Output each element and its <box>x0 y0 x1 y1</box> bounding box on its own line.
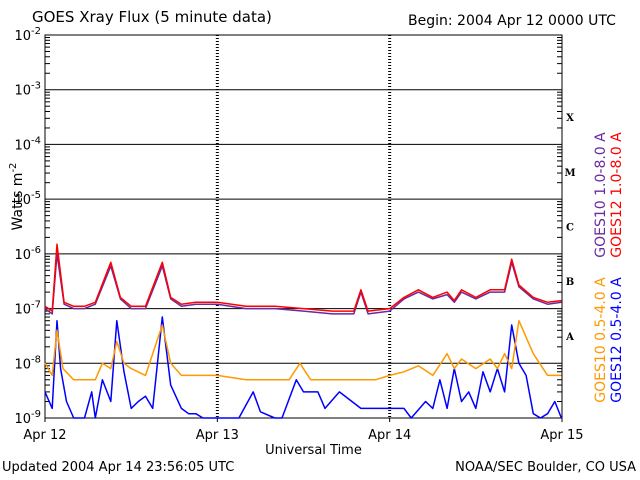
flare-class-label: A <box>565 332 574 343</box>
flare-class-label: B <box>566 277 574 288</box>
flare-class-label: X <box>566 113 574 124</box>
y-tick-base: 10 <box>14 193 31 208</box>
y-tick-label: 10-4 <box>14 135 41 153</box>
x-tick-label: Apr 14 <box>368 428 411 443</box>
y-tick-base: 10 <box>14 248 31 263</box>
y-tick-exponent: -6 <box>31 245 41 256</box>
chart-title: GOES Xray Flux (5 minute data) <box>32 8 272 26</box>
y-tick-exponent: -5 <box>31 190 41 201</box>
updated-timestamp: Updated 2004 Apr 14 23:56:05 UTC <box>2 460 235 475</box>
source-credit: NOAA/SEC Boulder, CO USA <box>455 460 636 475</box>
series-line-1 <box>44 316 563 419</box>
x-tick-label: Apr 13 <box>196 428 239 443</box>
y-axis-title: Watts m-2 <box>8 163 26 231</box>
y-tick-base: 10 <box>14 412 31 427</box>
y-tick-exponent: -2 <box>31 26 41 37</box>
y-tick-label: 10-7 <box>14 300 41 318</box>
y-tick-exponent: -8 <box>31 354 41 365</box>
legend-entry: GOES10 1.0-8.0 A <box>593 132 609 258</box>
y-tick-exponent: -3 <box>31 81 41 92</box>
legend-entry: GOES12 1.0-8.0 A <box>609 132 625 258</box>
begin-date: Begin: 2004 Apr 12 0000 UTC <box>408 13 616 29</box>
plot-frame <box>44 34 563 419</box>
y-tick-label: 10-9 <box>14 409 41 427</box>
x-tick-label: Apr 12 <box>23 428 66 443</box>
y-tick-base: 10 <box>14 84 31 99</box>
series-line-3 <box>44 253 562 315</box>
x-tick-label: Apr 15 <box>540 428 583 443</box>
y-tick-base: 10 <box>14 29 31 44</box>
y-tick-label: 10-6 <box>14 245 41 263</box>
y-tick-base: 10 <box>14 303 31 318</box>
series-line-4 <box>44 243 562 312</box>
y-axis-title-exponent: -2 <box>8 163 19 173</box>
flare-class-label: M <box>564 168 575 179</box>
y-tick-base: 10 <box>14 357 31 372</box>
y-tick-label: 10-8 <box>14 354 41 372</box>
y-tick-label: 10-5 <box>14 190 41 208</box>
flare-class-label: C <box>566 223 574 234</box>
y-tick-exponent: -4 <box>31 135 41 146</box>
y-tick-exponent: -7 <box>31 300 41 311</box>
y-axis-title-main: Watts m <box>10 173 26 231</box>
series-line-2 <box>44 319 562 381</box>
y-tick-label: 10-2 <box>14 26 41 44</box>
y-tick-exponent: -9 <box>31 409 41 420</box>
y-tick-base: 10 <box>14 138 31 153</box>
x-axis-title: Universal Time <box>265 443 362 458</box>
legend-entry: GOES12 0.5-4.0 A <box>609 277 625 403</box>
y-tick-label: 10-3 <box>14 81 41 99</box>
legend-entry: GOES10 0.5-4.0 A <box>593 277 609 403</box>
